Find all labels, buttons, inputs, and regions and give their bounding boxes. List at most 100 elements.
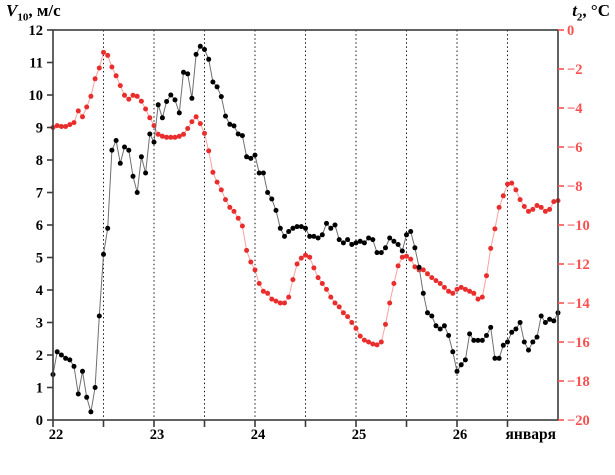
wind-speed-v10-point [197, 43, 203, 49]
left-tick-label: 4 [36, 283, 43, 299]
temperature-t2-point [84, 104, 90, 110]
wind-speed-v10-point [391, 238, 397, 244]
temperature-t2-point [286, 294, 292, 300]
wind-speed-v10-point [458, 362, 464, 368]
temperature-t2-point [412, 264, 418, 270]
temperature-t2-point [513, 187, 519, 193]
wind-speed-v10-point [256, 170, 262, 176]
temperature-t2-point [252, 267, 258, 273]
wind-speed-v10-point [437, 326, 443, 332]
temperature-t2-point [223, 197, 228, 203]
temperature-t2-point [214, 179, 220, 185]
temperature-t2-point [420, 267, 426, 273]
wind-speed-v10-point [366, 235, 372, 241]
wind-speed-v10-point [193, 51, 199, 57]
wind-speed-v10-point [227, 121, 233, 127]
left-axis-symbol: V [6, 1, 18, 20]
right-tick-label: −8 [567, 179, 583, 195]
wind-speed-v10-point [496, 355, 502, 361]
temperature-t2-point [361, 337, 367, 343]
right-axis-symbol: t [572, 1, 577, 20]
wind-speed-v10-point [147, 131, 153, 137]
wind-speed-v10-point [471, 337, 477, 343]
wind-speed-v10-point [429, 313, 435, 319]
wind-speed-v10-point [189, 95, 195, 101]
temperature-t2-point [239, 223, 245, 229]
temperature-t2-point [126, 96, 132, 102]
wind-speed-v10-point [67, 357, 73, 363]
wind-speed-v10-point [282, 233, 287, 239]
temperature-t2-point [551, 199, 557, 205]
wind-speed-v10-point [303, 225, 308, 231]
wind-speed-v10-point [105, 225, 111, 231]
wind-speed-v10-point [294, 224, 300, 230]
wind-speed-v10-point [446, 333, 452, 338]
wind-speed-v10-point [328, 225, 334, 231]
left-tick-label: 6 [36, 218, 43, 234]
right-axis-unit: , °C [582, 1, 610, 20]
wind-speed-v10-point [538, 313, 544, 319]
wind-speed-v10-point [185, 71, 191, 77]
temperature-t2-point [450, 290, 456, 296]
wind-speed-v10-point [530, 339, 536, 345]
temperature-t2-point [277, 300, 283, 306]
wind-speed-v10-point [298, 224, 304, 230]
left-tick-label: 2 [36, 348, 43, 364]
wind-speed-v10-point [500, 342, 506, 348]
temperature-t2-point [197, 121, 203, 127]
temperature-t2-point [193, 114, 199, 120]
temperature-t2-point [58, 124, 64, 129]
wind-speed-v10-point [176, 110, 182, 116]
temperature-t2-point [88, 93, 94, 99]
wind-speed-v10-point [71, 363, 77, 369]
right-tick-label: −20 [567, 413, 590, 429]
wind-speed-v10-point [345, 237, 351, 243]
temperature-t2-point [218, 187, 224, 193]
temperature-t2-point [143, 106, 149, 112]
temperature-t2-point [315, 275, 321, 281]
temperature-t2-point [509, 180, 515, 186]
wind-speed-v10-point [92, 385, 98, 390]
temperature-t2-point [462, 286, 468, 292]
wind-speed-v10-point [534, 334, 540, 340]
temperature-t2-point [273, 298, 279, 304]
wind-speed-v10-point [80, 368, 85, 374]
temperature-t2-point [231, 208, 237, 214]
wind-speed-v10-point [159, 115, 165, 121]
temperature-t2-point [164, 134, 170, 140]
wind-speed-v10-point [109, 147, 115, 153]
wind-speed-v10-point [307, 233, 313, 239]
temperature-t2-point [526, 208, 531, 214]
temperature-t2-point [534, 203, 540, 208]
temperature-t2-point [505, 181, 510, 187]
temperature-t2-point [71, 120, 77, 126]
left-tick-label: 5 [36, 251, 43, 267]
right-tick-label: −10 [567, 218, 590, 234]
wind-speed-v10-point [223, 113, 228, 119]
right-axis-ticks: 0 −2 −4 −6 −8 −10 −12 −14 −16 −18 −20 [558, 23, 590, 429]
left-tick-label: 8 [36, 153, 43, 169]
temperature-t2-point [189, 119, 195, 125]
temperature-t2-point [387, 300, 393, 306]
temperature-t2-point [311, 265, 317, 271]
wind-speed-v10-point [484, 333, 489, 338]
wind-speed-v10-point [383, 245, 388, 251]
temperature-t2-point [105, 52, 111, 58]
temperature-t2-point [117, 83, 123, 89]
temperature-t2-point [168, 134, 174, 140]
temperature-t2-point [130, 92, 136, 98]
wind-speed-v10-point [155, 102, 161, 108]
right-tick-label: −12 [567, 257, 590, 273]
wind-speed-v10-point [269, 196, 275, 202]
temperature-t2-point [294, 261, 300, 267]
temperature-t2-point [147, 115, 153, 121]
wind-speed-v10-point [63, 355, 69, 361]
x-tick-label: 22 [49, 427, 64, 443]
wind-speed-v10-point [168, 92, 174, 98]
temperature-t2-point [113, 73, 119, 79]
right-tick-label: −4 [567, 101, 583, 117]
wind-speed-v10-point [450, 349, 456, 355]
wind-speed-v10-point [349, 242, 355, 247]
wind-speed-v10-point [117, 160, 123, 166]
